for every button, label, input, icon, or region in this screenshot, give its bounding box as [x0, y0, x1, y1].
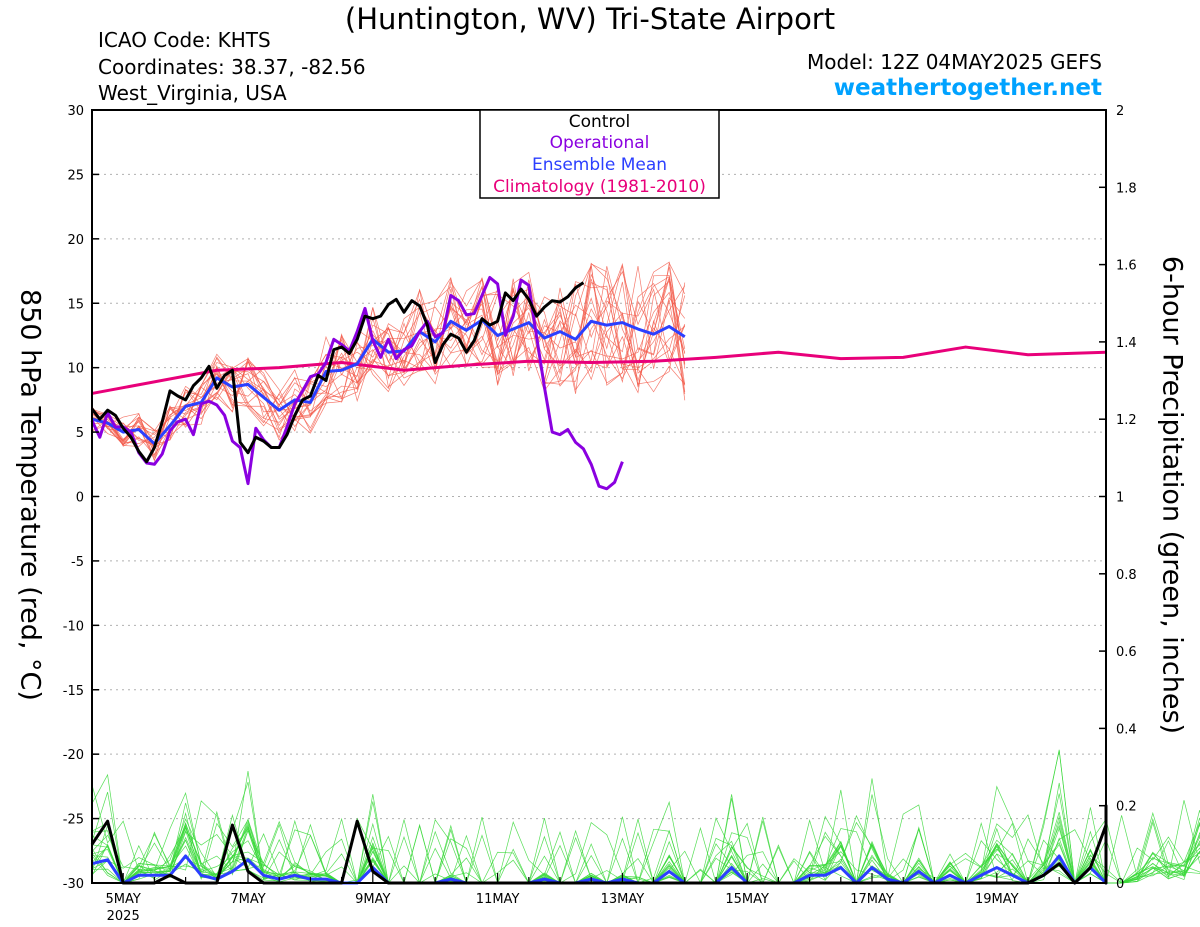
y2-tick-label: 2 [1116, 104, 1124, 119]
y-tick-label: -15 [63, 684, 84, 699]
chart-title: (Huntington, WV) Tri-State Airport [344, 2, 836, 36]
y-tick-label: -25 [63, 813, 84, 828]
x-tick-label: 15MAY [725, 892, 769, 907]
region: West_Virginia, USA [98, 81, 287, 105]
y2-tick-label: 0.4 [1116, 722, 1137, 737]
legend-box [479, 109, 720, 199]
y-tick-label: 15 [67, 297, 84, 312]
site-link[interactable]: weathertogether.net [833, 75, 1102, 101]
precip-member-line [91, 814, 1200, 885]
x-tick-label: 7MAY [230, 892, 265, 907]
icao-code: ICAO Code: KHTS [98, 28, 271, 52]
climatology-line [91, 345, 1107, 395]
temp-member-line [91, 266, 686, 445]
coordinates: Coordinates: 38.37, -82.56 [98, 55, 366, 79]
y-tick-label: 30 [67, 104, 84, 119]
x-tick-label: 13MAY [601, 892, 645, 907]
x-tick-label: 17MAY [850, 892, 894, 907]
legend-climatology: Climatology (1981-2010) [493, 177, 706, 197]
precip-member-line [91, 781, 1200, 885]
plot-frame [91, 109, 1107, 884]
precip-control-line [90, 804, 1108, 885]
temp-member-line [91, 270, 686, 444]
y2-tick-label: 1.2 [1116, 413, 1137, 428]
x-tick-label: 11MAY [476, 892, 520, 907]
temp-member-line [91, 282, 686, 439]
y-tick-label: -20 [63, 748, 84, 763]
y2-tick-label: 1.8 [1116, 181, 1137, 196]
grid-lines [92, 173, 1106, 820]
x-tick-label: 5MAY [106, 892, 141, 907]
y2-tick-label: 0.2 [1116, 800, 1137, 815]
model-run: Model: 12Z 04MAY2025 GEFS [807, 50, 1102, 74]
temp-member-line [91, 279, 686, 445]
precip-member-line [91, 811, 1200, 885]
precip-member-line [91, 784, 1200, 885]
legend-operational: Operational [550, 133, 650, 153]
temp-mean-line [91, 318, 686, 446]
series-lines [90, 275, 1108, 885]
y-tick-label: 5 [76, 426, 84, 441]
precip-member-line [91, 812, 1200, 885]
axis-ticks: 302520151050-5-10-15-20-25-3021.81.61.41… [63, 104, 1137, 924]
legend-ensemble-mean: Ensemble Mean [532, 155, 667, 175]
y-tick-label: -30 [63, 877, 84, 892]
y2-tick-label: 0.8 [1116, 568, 1137, 583]
x-year-label: 2025 [107, 909, 140, 924]
y-tick-label: 25 [67, 168, 84, 183]
precip-member-line [91, 770, 1200, 885]
y-tick-label: -5 [71, 555, 84, 570]
temp-member-line [91, 265, 686, 446]
temp-member-line [91, 281, 686, 461]
precip-member-line [91, 750, 1200, 884]
y2-tick-label: 1 [1116, 491, 1124, 506]
precip-member-line [91, 793, 1200, 884]
temp-operational-line [90, 275, 624, 491]
y2-tick-label: 0 [1116, 877, 1124, 892]
y-tick-label: 10 [67, 362, 84, 377]
legend: Control Operational Ensemble Mean Climat… [479, 109, 720, 199]
temp-control-line [90, 281, 585, 464]
temp-member-line [91, 281, 686, 456]
precip-member-line [91, 778, 1200, 885]
y-tick-label: 0 [76, 491, 84, 506]
temp-member-line [91, 266, 686, 447]
y-tick-label: 20 [67, 233, 84, 248]
legend-control: Control [569, 112, 630, 132]
x-tick-label: 9MAY [355, 892, 390, 907]
x-tick-label: 19MAY [975, 892, 1019, 907]
y2-tick-label: 1.4 [1116, 336, 1137, 351]
y2-tick-label: 0.6 [1116, 645, 1137, 660]
y2-tick-label: 1.6 [1116, 259, 1137, 274]
y-tick-label: -10 [63, 619, 84, 634]
